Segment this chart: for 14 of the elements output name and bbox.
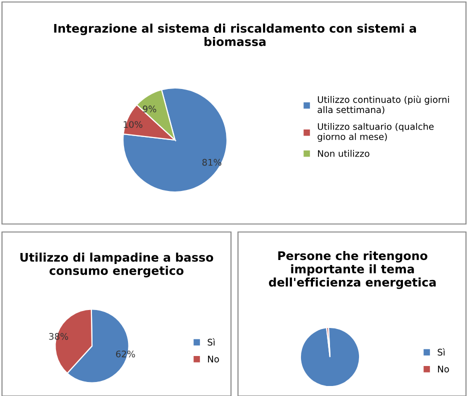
legend-label: Sì — [438, 348, 445, 356]
pie-slice — [122, 87, 228, 193]
legend-label: No — [208, 356, 219, 362]
legend-label: Utilizzo continuato (più giorni alla settimana) — [318, 96, 449, 114]
legend-label: Utilizzo saltuario (qualche giorno al mese) — [318, 122, 434, 142]
data-label: 81% — [202, 158, 222, 166]
legend-label: Sì — [208, 338, 215, 346]
chart-title: Persone che ritengono importante il tema dell'efficienza energetica — [268, 250, 436, 290]
chart-title: Integrazione al sistema di riscaldamento con sistemi a biomassa — [54, 24, 416, 46]
data-label: 9% — [142, 106, 156, 112]
legend-label: No — [438, 366, 449, 372]
pie-slice — [300, 326, 360, 388]
chart-title: Utilizzo di lampadine a basso consumo energetico — [20, 252, 214, 278]
legend-label: Non utilizzo — [318, 150, 370, 157]
